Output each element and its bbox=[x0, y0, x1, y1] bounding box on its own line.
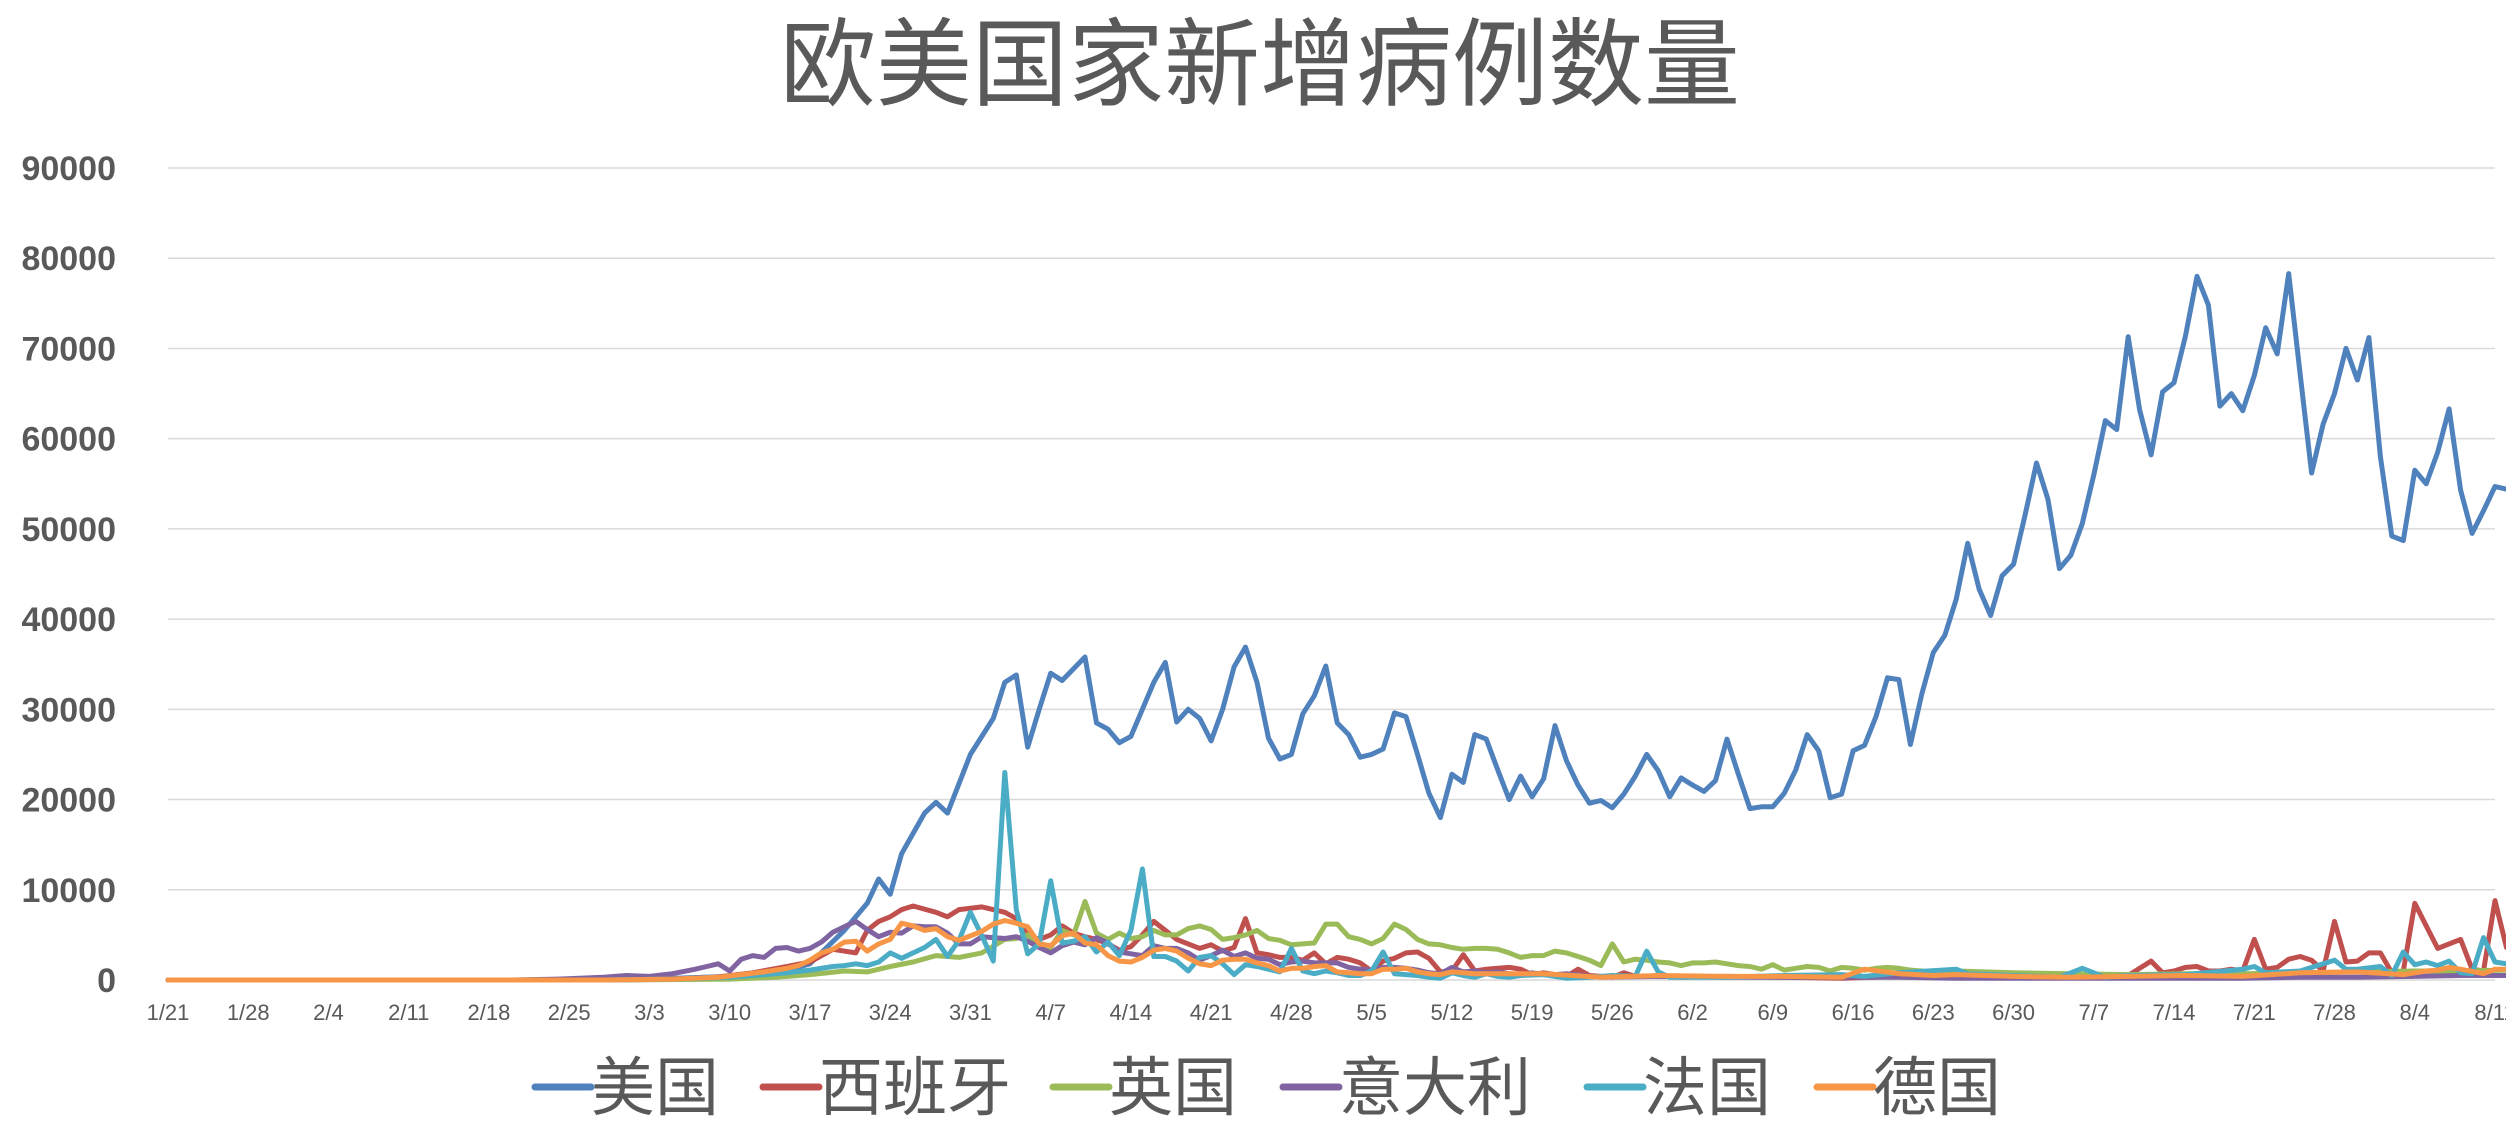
x-tick-label: 7/14 bbox=[2153, 1000, 2196, 1025]
series-line-4 bbox=[165, 770, 2506, 983]
legend: 美国 西班牙 英国 意大利 法国 德国 bbox=[531, 1052, 2001, 1126]
x-tick-label: 7/21 bbox=[2233, 1000, 2276, 1025]
x-tick-label: 1/21 bbox=[147, 1000, 190, 1025]
series-line-1 bbox=[165, 898, 2506, 983]
legend-label: 意大利 bbox=[1339, 1052, 1531, 1126]
x-tick-label: 3/17 bbox=[789, 1000, 832, 1025]
x-tick-label: 8/11 bbox=[2474, 1000, 2506, 1025]
y-tick-label: 60000 bbox=[21, 421, 116, 459]
x-tick-label: 6/9 bbox=[1758, 1000, 1789, 1025]
x-tick-label: 3/3 bbox=[634, 1000, 665, 1025]
x-tick-label: 5/12 bbox=[1430, 1000, 1473, 1025]
series-lines bbox=[165, 271, 2506, 983]
x-tick-label: 5/26 bbox=[1591, 1000, 1634, 1025]
series-line-5 bbox=[165, 918, 2506, 983]
x-tick-label: 7/28 bbox=[2313, 1000, 2356, 1025]
x-tick-label: 5/19 bbox=[1511, 1000, 1554, 1025]
x-tick-label: 2/25 bbox=[548, 1000, 591, 1025]
gridlines bbox=[168, 167, 2495, 981]
x-tick-label: 2/11 bbox=[388, 1000, 429, 1025]
chart-title: 欧美国家新增病例数量 bbox=[780, 9, 1740, 121]
x-tick-label: 3/10 bbox=[708, 1000, 751, 1025]
x-tick-label: 2/4 bbox=[313, 1000, 344, 1025]
x-tick-label: 8/4 bbox=[2399, 1000, 2430, 1025]
x-tick-label: 4/14 bbox=[1109, 1000, 1152, 1025]
x-tick-label: 6/16 bbox=[1832, 1000, 1875, 1025]
x-axis-tick-labels: 1/21 1/28 2/4 2/11 2/18 2/25 3/3 3/10 3/17 3/24 3/… bbox=[147, 1000, 2506, 1025]
y-tick-label: 90000 bbox=[21, 150, 116, 188]
x-tick-label: 5/5 bbox=[1356, 1000, 1387, 1025]
x-tick-label: 3/24 bbox=[869, 1000, 912, 1025]
x-tick-label: 3/31 bbox=[949, 1000, 992, 1025]
x-tick-label: 7/7 bbox=[2078, 1000, 2109, 1025]
x-tick-label: 6/23 bbox=[1912, 1000, 1955, 1025]
x-tick-label: 4/21 bbox=[1190, 1000, 1233, 1025]
y-tick-label: 20000 bbox=[21, 782, 116, 820]
x-tick-label: 2/18 bbox=[468, 1000, 511, 1025]
x-tick-label: 1/28 bbox=[227, 1000, 270, 1025]
y-tick-label: 70000 bbox=[21, 330, 116, 368]
x-tick-label: 4/28 bbox=[1270, 1000, 1313, 1025]
y-tick-label: 30000 bbox=[21, 691, 116, 729]
y-tick-label: 80000 bbox=[21, 240, 116, 278]
legend-label: 美国 bbox=[591, 1052, 719, 1126]
series-line-0 bbox=[165, 271, 2506, 983]
y-tick-label: 10000 bbox=[21, 872, 116, 910]
legend-label: 法国 bbox=[1643, 1052, 1771, 1126]
legend-label: 西班牙 bbox=[819, 1052, 1011, 1126]
y-tick-label: 40000 bbox=[21, 601, 116, 639]
legend-label: 德国 bbox=[1873, 1052, 2001, 1126]
y-tick-label: 50000 bbox=[21, 511, 116, 549]
x-tick-label: 4/7 bbox=[1035, 1000, 1066, 1025]
legend-label: 英国 bbox=[1109, 1052, 1237, 1126]
y-axis-tick-labels: 0 10000 20000 30000 40000 50000 60000 70000 8000… bbox=[21, 150, 116, 1000]
x-tick-label: 6/2 bbox=[1677, 1000, 1708, 1025]
x-tick-label: 6/30 bbox=[1992, 1000, 2035, 1025]
y-tick-label: 0 bbox=[97, 962, 116, 1000]
